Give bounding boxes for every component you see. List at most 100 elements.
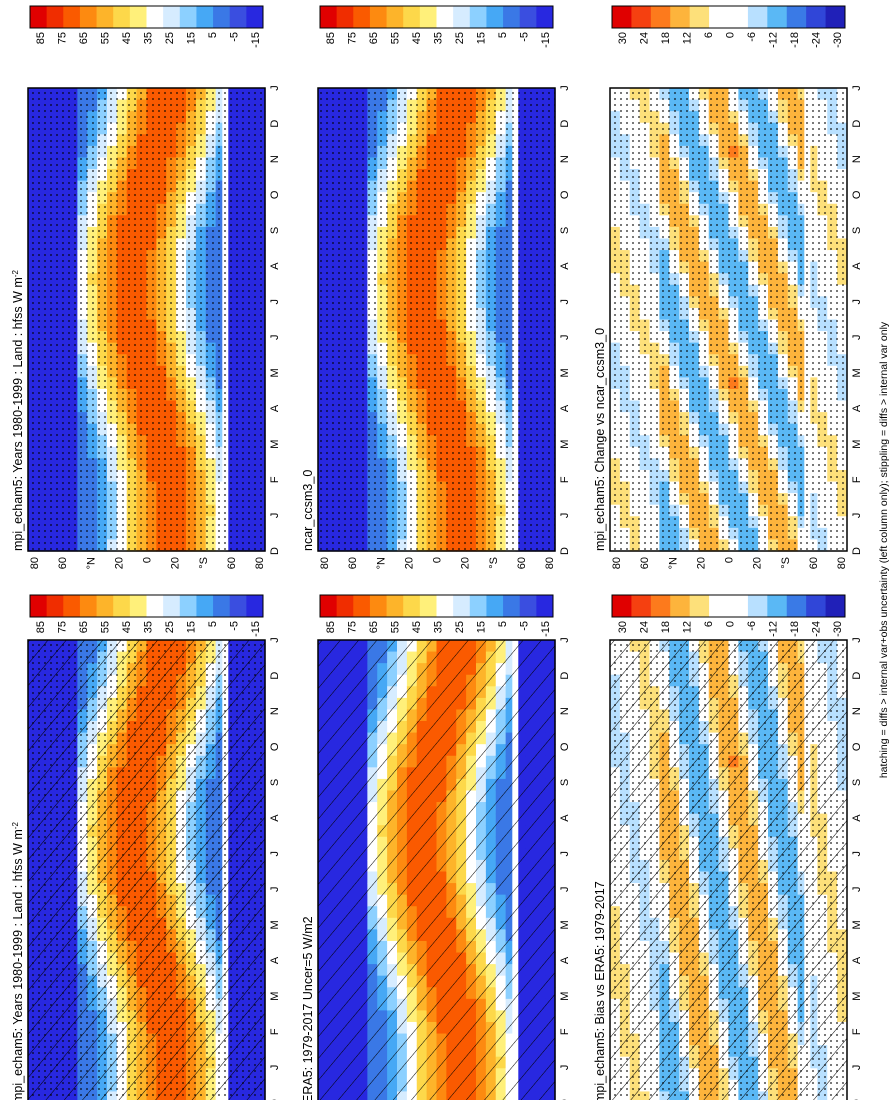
- month-tick-label: J: [269, 851, 281, 857]
- lat-tick-label: °S: [780, 557, 792, 569]
- month-tick-label: A: [559, 262, 571, 270]
- month-tick-label: O: [851, 190, 863, 199]
- colorbar-tick-label: 15: [186, 621, 198, 633]
- month-tick-label: M: [851, 440, 863, 449]
- colorbar-tick-label: 35: [143, 621, 155, 633]
- month-tick-label: D: [559, 547, 571, 555]
- month-tick-label: F: [559, 1028, 571, 1035]
- month-tick-label: N: [851, 155, 863, 163]
- colorbar-tick-label: 55: [390, 621, 402, 633]
- heatmap-panel: 8060°N20020°S6080DJFMAMJJASONDJmpi_echam…: [11, 594, 281, 1100]
- month-tick-label: O: [559, 742, 571, 751]
- colorbar-tick-label: 5: [207, 621, 219, 627]
- month-tick-label: O: [269, 190, 281, 199]
- month-tick-label: F: [559, 476, 571, 483]
- colorbar-tick-label: -12: [768, 32, 780, 48]
- lat-tick-label: 60: [639, 557, 651, 569]
- colorbar-tick-label: 45: [121, 32, 133, 44]
- month-tick-label: D: [851, 1099, 863, 1100]
- month-tick-label: O: [269, 742, 281, 751]
- month-tick-label: O: [851, 742, 863, 751]
- lat-tick-label: 80: [29, 557, 41, 569]
- month-tick-label: J: [269, 887, 281, 893]
- colorbar-tick-label: -5: [519, 32, 531, 42]
- lat-tick-label: °S: [488, 557, 500, 569]
- month-tick-label: M: [559, 992, 571, 1001]
- panel-title: mpi_echam5: Years 1980-1999 : Land : hfs…: [11, 822, 26, 1100]
- colorbar-tick-label: 12: [682, 621, 694, 633]
- colorbar-tick-label: 15: [186, 32, 198, 44]
- plot-frame: [27, 87, 266, 552]
- month-tick-label: N: [269, 707, 281, 715]
- month-tick-label: D: [851, 547, 863, 555]
- colorbar-tick-label: 75: [57, 32, 69, 44]
- lat-tick-label: 20: [695, 557, 707, 569]
- lat-tick-label: 0: [142, 557, 154, 563]
- month-tick-label: J: [559, 851, 571, 857]
- month-tick-label: M: [559, 440, 571, 449]
- colorbar-tick-label: 15: [476, 621, 488, 633]
- lat-tick-label: 20: [170, 557, 182, 569]
- colorbar-tick-label: 55: [390, 32, 402, 44]
- month-tick-label: A: [851, 956, 863, 964]
- month-tick-label: S: [269, 227, 281, 234]
- colorbar-tick-label: 35: [143, 32, 155, 44]
- footer-note: hatching = diffs > internal var+obs unce…: [878, 321, 890, 778]
- lat-tick-label: °N: [667, 557, 679, 569]
- month-tick-label: N: [559, 707, 571, 715]
- colorbar: 85 75 65 55 45 35 25 15 5 -5 -15: [29, 594, 264, 637]
- month-tick-label: A: [269, 814, 281, 822]
- month-tick-label: A: [559, 814, 571, 822]
- month-tick-label: J: [851, 887, 863, 893]
- month-tick-label: J: [851, 637, 863, 643]
- month-tick-label: J: [851, 1065, 863, 1071]
- month-tick-label: F: [269, 1028, 281, 1035]
- month-tick-label: M: [851, 992, 863, 1001]
- stippling-overlay: [318, 88, 555, 551]
- month-tick-label: J: [269, 513, 281, 519]
- colorbar: 85 75 65 55 45 35 25 15 5 -5 -15: [319, 5, 554, 48]
- month-tick-label: J: [269, 335, 281, 341]
- month-tick-label: J: [559, 335, 571, 341]
- month-tick-label: D: [269, 1099, 281, 1100]
- colorbar: 30 24 18 12 6 0 -6 -12 -18 -24 -30: [611, 5, 846, 48]
- colorbar-tick-label: 35: [433, 32, 445, 44]
- month-tick-label: A: [851, 262, 863, 270]
- colorbar-tick-label: 85: [325, 621, 337, 633]
- colorbar-tick-label: 55: [100, 32, 112, 44]
- colorbar-tick-label: -18: [789, 32, 801, 48]
- lat-tick-label: 60: [808, 557, 820, 569]
- month-tick-label: A: [269, 404, 281, 412]
- colorbar-tick-label: -6: [746, 32, 758, 42]
- month-tick-label: S: [851, 779, 863, 786]
- lat-tick-label: 80: [611, 557, 623, 569]
- month-tick-label: A: [559, 956, 571, 964]
- lat-tick-label: 20: [403, 557, 415, 569]
- colorbar-tick-label: 85: [35, 621, 47, 633]
- colorbar-tick-label: 25: [164, 32, 176, 44]
- colorbar-tick-label: 30: [617, 32, 629, 44]
- colorbar-tick-label: 12: [682, 32, 694, 44]
- colorbar-tick-label: -15: [250, 621, 262, 637]
- lat-tick-label: °S: [198, 557, 210, 569]
- colorbar-tick-label: 45: [411, 32, 423, 44]
- lat-tick-label: 0: [724, 557, 736, 563]
- lat-tick-label: 0: [432, 557, 444, 563]
- panel-title: mpi_echam5: Change vs ncar_ccsm3_0: [593, 328, 607, 551]
- colorbar-tick-label: -15: [540, 621, 552, 637]
- month-tick-label: J: [559, 513, 571, 519]
- colorbar-tick-label: 5: [497, 621, 509, 627]
- month-tick-label: D: [559, 120, 571, 128]
- colorbar-tick-label: 0: [725, 32, 737, 38]
- lat-tick-label: 20: [113, 557, 125, 569]
- colorbar-tick-label: 65: [368, 32, 380, 44]
- title-superscript: -2: [11, 822, 20, 830]
- plot-frame: [609, 639, 848, 1100]
- month-tick-label: A: [269, 262, 281, 270]
- lat-tick-label: 80: [544, 557, 556, 569]
- month-tick-label: A: [559, 404, 571, 412]
- colorbar-tick-label: 24: [639, 32, 651, 44]
- lat-tick-label: 80: [836, 557, 848, 569]
- colorbar-tick-label: 5: [207, 32, 219, 38]
